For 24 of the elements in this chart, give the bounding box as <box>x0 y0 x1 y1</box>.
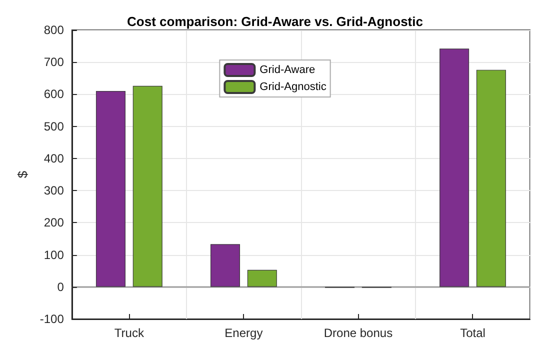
y-tick-label: 200 <box>44 216 64 230</box>
legend-label: Grid-Aware <box>260 64 316 76</box>
bar <box>132 86 162 287</box>
y-tick-label: 0 <box>57 280 64 294</box>
y-tick-label: -100 <box>40 312 64 326</box>
y-tick-label: 400 <box>44 151 64 166</box>
y-axis-title: $ <box>15 170 30 178</box>
legend-label: Grid-Agnostic <box>260 81 327 93</box>
x-tick-label: Truck <box>114 326 145 340</box>
bar <box>210 244 240 287</box>
y-tick-label: 600 <box>44 87 64 102</box>
bar <box>440 48 470 287</box>
bar <box>96 91 126 287</box>
bar <box>247 270 277 287</box>
x-tick-label: Energy <box>224 326 263 340</box>
chart-title: Cost comparison: Grid-Aware vs. Grid-Agnostic <box>127 14 423 29</box>
x-tick-label: Drone bonus <box>324 326 393 340</box>
x-tick-label: Total <box>460 326 486 340</box>
y-tick-label: 700 <box>44 55 64 70</box>
y-tick-label: 100 <box>44 248 64 262</box>
y-tick-label: 800 <box>44 23 64 37</box>
y-tick-label: 300 <box>44 184 64 198</box>
y-tick-label: 500 <box>44 119 64 134</box>
bar <box>476 70 506 287</box>
